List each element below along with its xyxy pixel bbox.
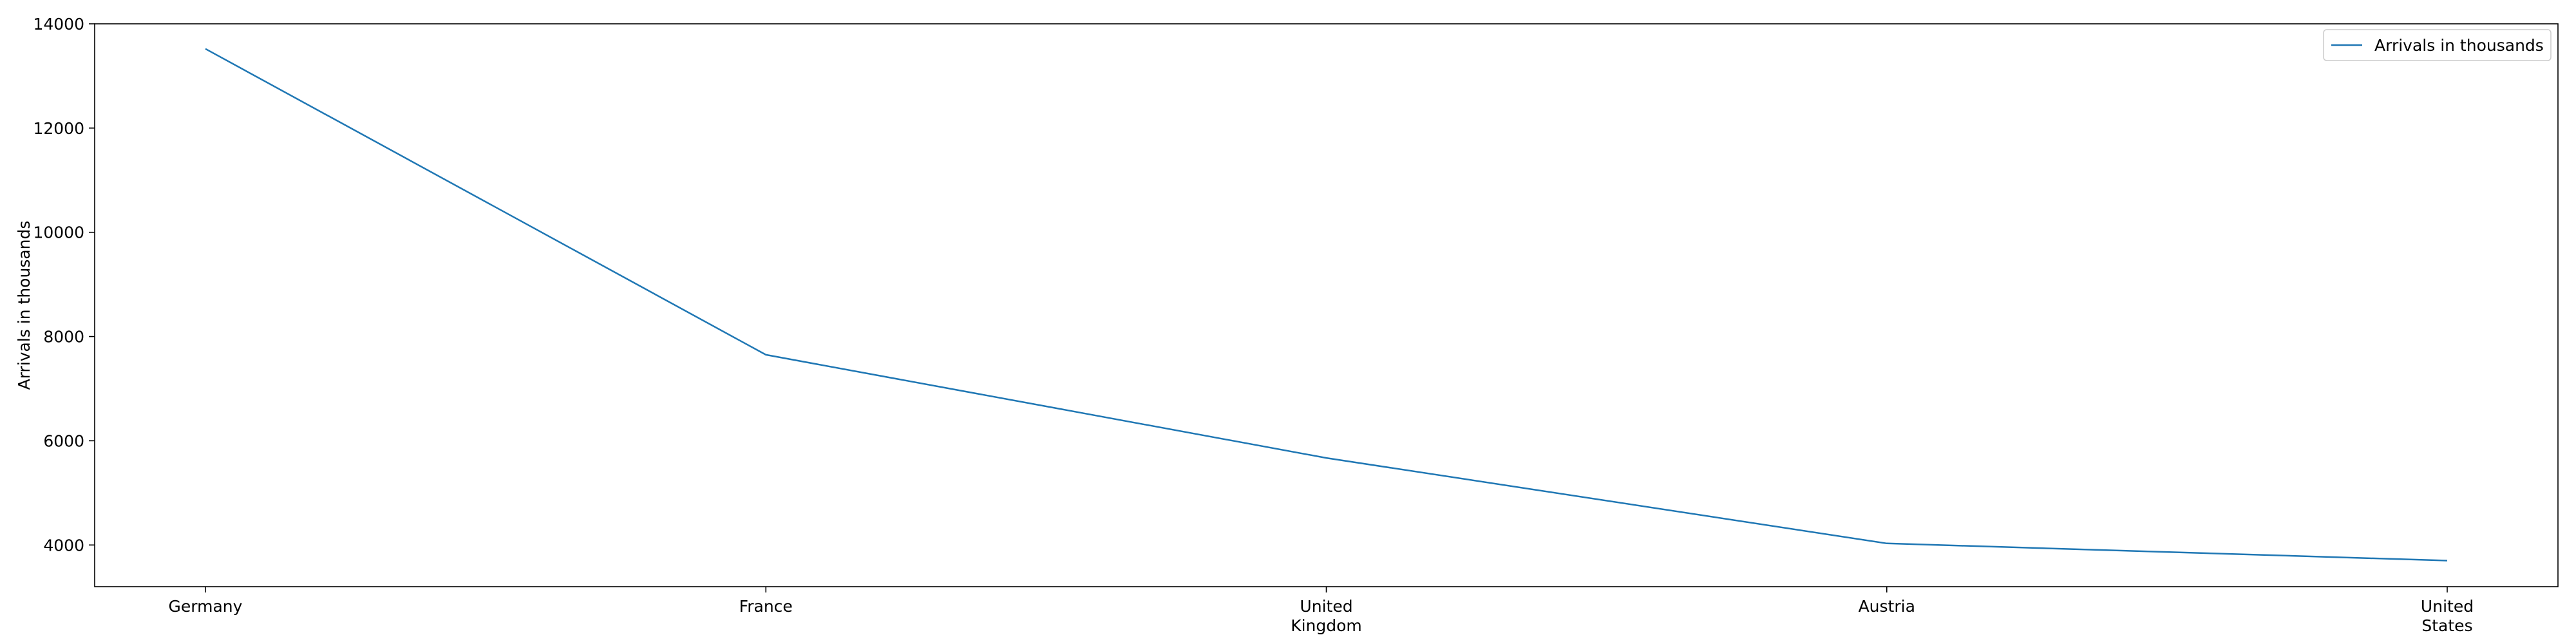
y-tick-label: 4000 (43, 536, 84, 554)
y-axis-label: Arrivals in thousands (15, 221, 33, 390)
y-tick-label: 12000 (33, 119, 84, 138)
x-tick-label: United States (2421, 597, 2474, 635)
x-tick-label: Germany (169, 597, 243, 616)
series-line-0 (205, 48, 2448, 562)
y-tick-label: 10000 (33, 223, 84, 242)
series-lines (205, 48, 2448, 562)
y-tick-label: 8000 (43, 328, 84, 346)
y-axis-ticks: 4000 6000 8000 10000 12000 14000 (33, 15, 95, 554)
legend-label: Arrivals in thousands (2374, 36, 2544, 55)
x-axis-ticks: Germany France United Kingdom Austria United S… (169, 587, 2474, 635)
x-tick-label: Austria (1859, 597, 1915, 616)
legend: Arrivals in thousands (2323, 29, 2552, 61)
legend-box (2323, 29, 2552, 61)
x-tick-label: United Kingdom (1291, 597, 1362, 635)
y-tick-label: 14000 (33, 15, 84, 33)
plot-area-frame (94, 23, 2559, 587)
y-tick-label: 6000 (43, 431, 84, 450)
x-tick-label: France (739, 597, 793, 616)
